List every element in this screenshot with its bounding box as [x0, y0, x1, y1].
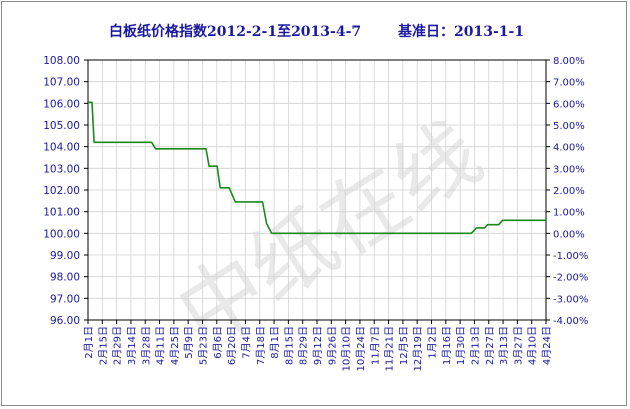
x-tick-label: 1月2日 — [427, 326, 439, 359]
left-tick-label: 108.00 — [43, 55, 80, 67]
left-tick-label: 97.00 — [50, 293, 80, 305]
x-tick-label: 1月16日 — [441, 326, 453, 365]
x-tick-label: 3月27日 — [512, 326, 524, 365]
left-tick-label: 101.00 — [43, 207, 80, 219]
left-tick-label: 96.00 — [50, 315, 80, 327]
x-tick-label: 6月6日 — [212, 326, 224, 359]
x-tick-label: 4月24日 — [541, 326, 553, 365]
x-tick-label: 5月9日 — [183, 326, 195, 359]
left-tick-label: 102.00 — [43, 185, 80, 197]
x-tick-label: 10月24日 — [355, 326, 367, 371]
left-tick-label: 105.00 — [43, 120, 80, 132]
axes — [84, 59, 550, 324]
x-tick-label: 8月15日 — [283, 326, 295, 365]
x-tick-label: 2月1日 — [83, 326, 95, 359]
right-tick-label: 6.00% — [553, 99, 585, 110]
left-axis-ticks: 108.00 107.00 106.00 105.00 104.00 103.00 102.… — [43, 55, 80, 327]
x-tick-label: 3月13日 — [498, 326, 510, 365]
right-tick-label: -1.00% — [553, 251, 588, 262]
x-tick-label: 12月19日 — [412, 326, 424, 371]
right-axis-ticks: 8.00% 7.00% 6.00% 5.00% 4.00% 3.00% 2.00% 1.00%… — [553, 56, 588, 327]
right-tick-label: 0.00% — [553, 229, 585, 240]
x-tick-label: 7月4日 — [240, 326, 252, 359]
right-tick-label: 8.00% — [553, 56, 585, 67]
left-tick-label: 107.00 — [43, 77, 80, 89]
left-tick-label: 104.00 — [43, 142, 80, 154]
right-tick-label: -2.00% — [553, 273, 588, 284]
left-tick-label: 99.00 — [50, 250, 80, 262]
x-tick-label: 5月23日 — [198, 326, 210, 365]
right-tick-label: 5.00% — [553, 121, 585, 132]
x-tick-label: 1月30日 — [455, 326, 467, 365]
left-tick-label: 100.00 — [43, 228, 80, 240]
right-tick-label: 4.00% — [553, 143, 585, 154]
x-tick-label: 3月14日 — [126, 326, 138, 365]
grid — [87, 59, 547, 321]
x-tick-label: 4月25日 — [169, 326, 181, 365]
left-tick-label: 98.00 — [50, 272, 80, 284]
x-tick-label: 8月29日 — [298, 326, 310, 365]
right-tick-label: -4.00% — [553, 316, 588, 327]
x-tick-label: 11月7日 — [369, 326, 381, 365]
right-tick-label: 2.00% — [553, 186, 585, 197]
x-tick-label: 2月29日 — [112, 326, 124, 365]
x-tick-label: 11月21日 — [384, 326, 396, 371]
x-tick-label: 9月12日 — [312, 326, 324, 365]
x-tick-label: 2月27日 — [484, 326, 496, 365]
chart-title: 白板纸价格指数2012-2-1至2013-4-7 — [109, 23, 361, 40]
x-tick-label: 4月10日 — [527, 326, 539, 365]
right-tick-label: 7.00% — [553, 78, 585, 89]
base-date-label: 基准日：2013-1-1 — [398, 23, 524, 40]
x-tick-label: 9月26日 — [326, 326, 338, 365]
x-tick-label: 6月20日 — [226, 326, 238, 365]
right-tick-label: 1.00% — [553, 208, 585, 219]
x-tick-label: 8月1日 — [269, 326, 281, 359]
left-tick-label: 103.00 — [43, 163, 80, 175]
x-tick-label: 2月15日 — [97, 326, 109, 365]
x-tick-label: 2月13日 — [469, 326, 481, 365]
series-line — [88, 101, 546, 235]
x-tick-label: 4月11日 — [155, 326, 167, 365]
series — [88, 101, 546, 235]
right-tick-label: -3.00% — [553, 294, 588, 305]
left-tick-label: 106.00 — [43, 98, 80, 110]
x-tick-label: 7月18日 — [255, 326, 267, 365]
x-tick-label: 3月28日 — [140, 326, 152, 365]
x-axis-ticks: 2月1日 2月15日 2月29日 3月14日 3月28日 4月11日 4月25日 5月9日 5月… — [83, 326, 553, 371]
right-tick-label: 3.00% — [553, 164, 585, 175]
x-tick-label: 12月5日 — [398, 326, 410, 365]
x-tick-label: 10月10日 — [341, 326, 353, 371]
